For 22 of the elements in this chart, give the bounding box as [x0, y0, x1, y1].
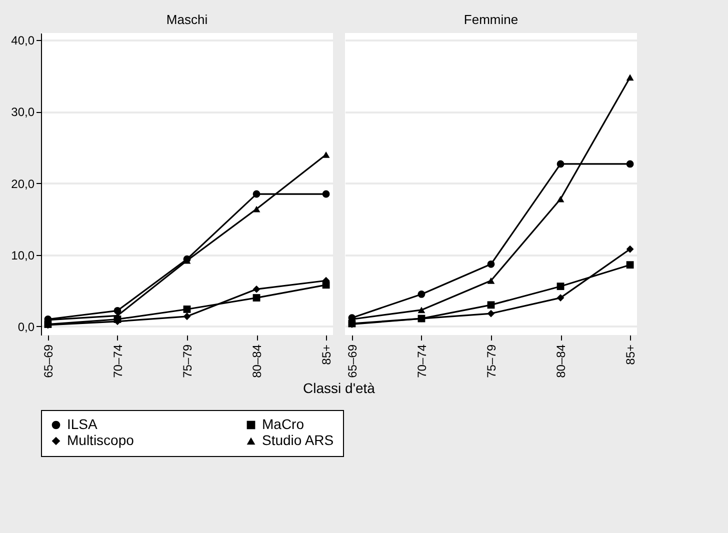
- chart-title: Maschi: [166, 12, 208, 27]
- chart-title: Femmine: [464, 12, 518, 27]
- y-tick-label: 20,0: [11, 176, 35, 191]
- x-tick-label: 80–84: [554, 344, 568, 378]
- x-tick-label: 85+: [624, 344, 638, 365]
- x-tick-label: 75–79: [180, 344, 194, 378]
- y-tick-label: 0,0: [18, 320, 35, 334]
- x-axis-title: Classi d'età: [303, 380, 376, 396]
- legend-label: MaCro: [262, 416, 304, 432]
- legend-label: ILSA: [67, 416, 98, 432]
- y-tick-label: 30,0: [11, 105, 35, 120]
- x-tick-label: 70–74: [110, 344, 125, 378]
- x-tick-label: 80–84: [250, 344, 264, 378]
- y-tick-label: 40,0: [11, 34, 35, 48]
- legend-label: Studio ARS: [262, 432, 334, 448]
- x-tick-label: 75–79: [484, 344, 498, 378]
- x-tick-label: 85+: [320, 344, 334, 365]
- y-tick-label: 10,0: [11, 248, 35, 262]
- x-tick-label: 70–74: [414, 344, 429, 378]
- x-tick-label: 65–69: [41, 344, 56, 378]
- x-tick-label: 65–69: [345, 344, 360, 378]
- legend-label: Multiscopo: [67, 432, 134, 448]
